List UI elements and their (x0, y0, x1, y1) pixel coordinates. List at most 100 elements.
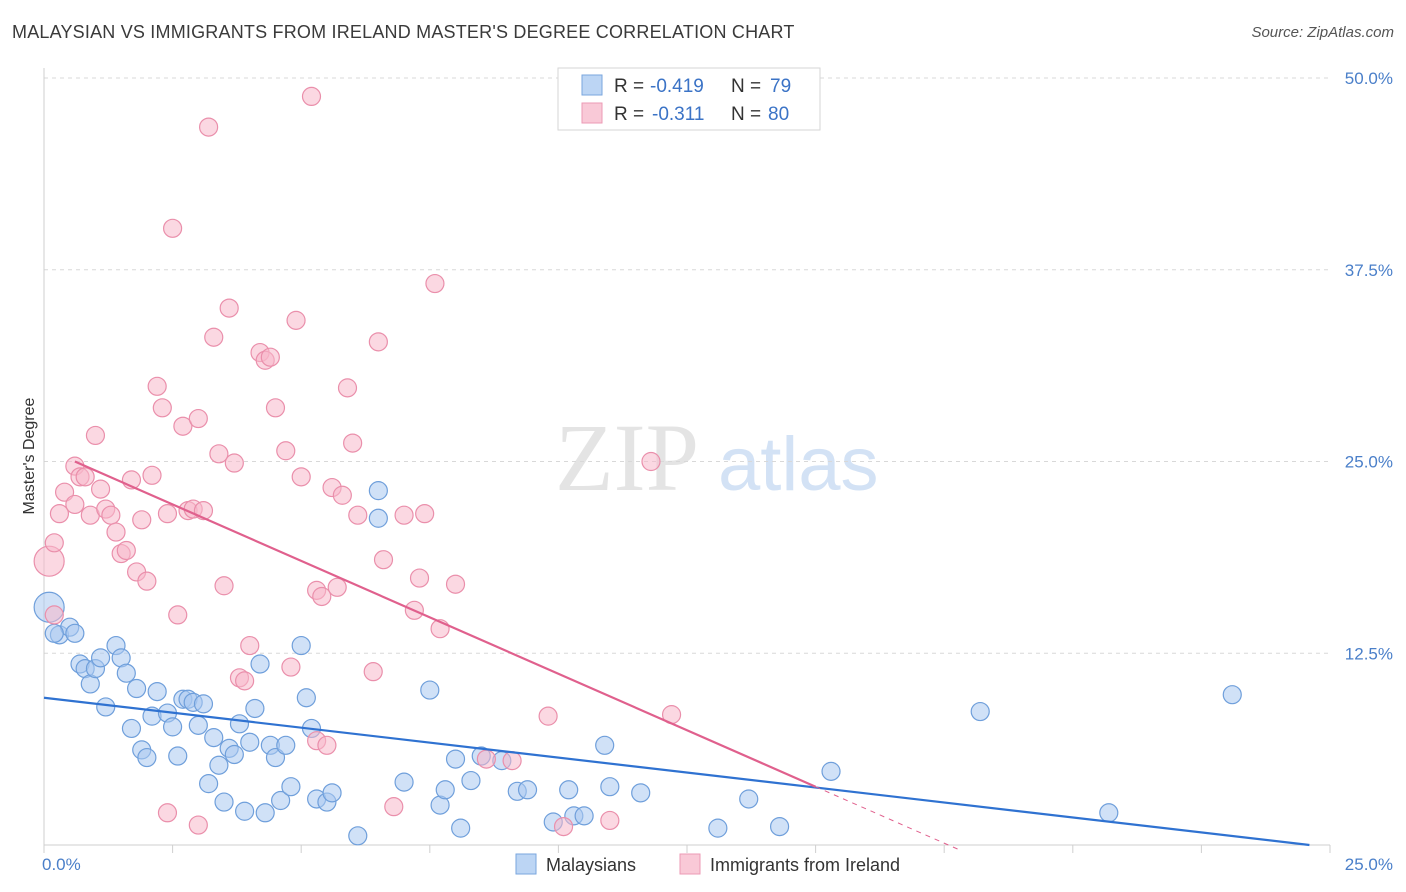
bottom-swatch-malaysians (515, 853, 537, 875)
legend-swatch-ireland (581, 102, 603, 124)
legend-swatch-malaysians (581, 74, 603, 96)
ireland-point (553, 816, 574, 837)
y-tick-label: 25.0% (1345, 453, 1393, 472)
malaysians-point (188, 715, 208, 735)
ireland-point (425, 273, 445, 294)
trend-lines (43, 460, 1310, 851)
ireland-point (327, 577, 347, 597)
ireland-point (116, 540, 136, 561)
x-tick-label-max: 25.0% (1345, 855, 1393, 874)
malaysians-point (96, 697, 116, 717)
bottom-swatch-ireland (679, 853, 701, 875)
malaysians-point (517, 780, 538, 800)
malaysians-point (970, 701, 990, 722)
bottom-legend-malaysians: Malaysians (546, 855, 636, 875)
y-tick-label: 12.5% (1345, 644, 1393, 663)
ireland-point (538, 706, 558, 726)
ireland-point (409, 568, 430, 588)
ireland-point (142, 465, 162, 485)
y-axis-label: Master's Degree (21, 397, 38, 514)
malaysians-point (394, 772, 414, 792)
malaysians-point (229, 714, 250, 734)
ireland-point (348, 505, 368, 525)
malaysians-point (147, 681, 167, 702)
malaysians-point (250, 654, 270, 674)
ireland-point (363, 662, 383, 682)
ireland-point (106, 522, 126, 542)
ireland-point (214, 576, 234, 596)
malaysians-point (435, 780, 455, 800)
malaysians-point (168, 746, 188, 766)
malaysians-point (708, 818, 728, 838)
malaysians-point (163, 717, 183, 737)
malaysians-point (116, 663, 136, 683)
malaysians-point (322, 783, 342, 803)
ireland-point (44, 605, 64, 625)
malaysians-point (461, 770, 481, 791)
malaysians-point (445, 749, 466, 769)
malaysians-point (595, 735, 615, 755)
malaysians-trend-line (43, 696, 1310, 847)
malaysians-point (245, 698, 265, 719)
malaysians-point (65, 623, 85, 643)
ireland-point (445, 574, 466, 594)
ireland-point (157, 504, 178, 524)
malaysians-point (368, 508, 388, 528)
malaysians-point (631, 783, 651, 803)
malaysians-point (209, 755, 229, 775)
malaysians-point (137, 747, 157, 768)
ireland-point (147, 376, 167, 396)
malaysians-point (420, 680, 440, 700)
malaysians-point (769, 816, 790, 837)
grid-lines (44, 77, 1330, 654)
malaysians-point (193, 694, 214, 714)
legend-r-label-1: R = (614, 76, 644, 97)
ireland-point (281, 657, 301, 677)
malaysians-point (451, 818, 471, 838)
malaysians-point (240, 732, 260, 752)
series-legend: Malaysians Immigrants from Ireland (515, 853, 900, 875)
ireland-point (219, 298, 239, 318)
ireland-point (415, 504, 435, 524)
ireland-point (332, 485, 352, 505)
ireland-point (291, 467, 311, 487)
legend-n-label-1: N = (731, 76, 761, 97)
malaysians-point (368, 481, 388, 501)
legend-r-value-1: -0.419 (650, 76, 704, 97)
series-ireland (33, 86, 682, 837)
legend-n-value-1: 79 (770, 76, 791, 97)
legend-n-value-2: 80 (768, 104, 789, 125)
malaysians-point (1099, 803, 1119, 823)
ireland-point (394, 505, 414, 525)
ireland-point (265, 398, 286, 418)
ireland-point (286, 310, 306, 330)
ireland-point (276, 441, 296, 461)
malaysians-point (600, 777, 620, 797)
y-tick-label: 50.0% (1345, 69, 1393, 88)
malaysians-point (214, 792, 234, 812)
malaysians-point (821, 761, 841, 781)
ireland-point (600, 810, 620, 831)
malaysians-point (126, 678, 147, 699)
ireland-point (157, 803, 178, 823)
malaysians-point (224, 744, 244, 765)
x-tick-label-min: 0.0% (42, 855, 81, 874)
ireland-point (199, 117, 219, 137)
ireland-point (188, 408, 208, 429)
ireland-point (641, 451, 661, 472)
ireland-point (317, 735, 337, 755)
malaysians-point (1222, 685, 1242, 705)
legend-r-label-2: R = (614, 104, 644, 125)
malaysians-point (291, 635, 311, 656)
ireland-point (101, 505, 121, 525)
chart-title: MALAYSIAN VS IMMIGRANTS FROM IRELAND MAS… (12, 22, 795, 42)
y-tick-label: 37.5% (1345, 261, 1393, 280)
ireland-point (373, 550, 394, 570)
malaysians-point (739, 789, 759, 809)
ireland-point (235, 671, 255, 691)
ireland-point (152, 398, 172, 418)
legend-n-label-2: N = (731, 104, 761, 125)
ireland-point (163, 218, 183, 238)
ireland-point (132, 510, 152, 530)
